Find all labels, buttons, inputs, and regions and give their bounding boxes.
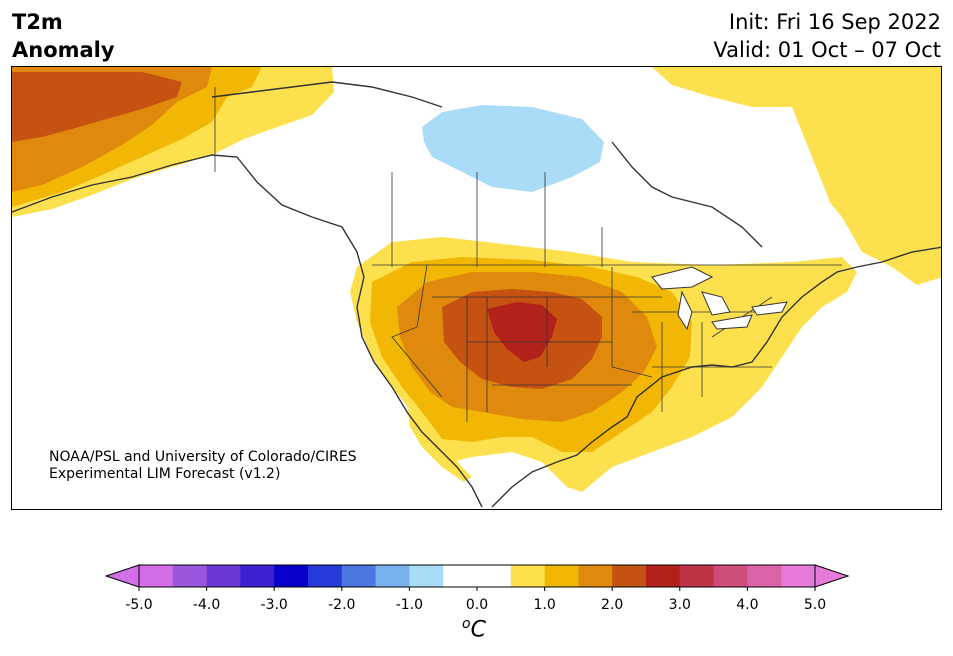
unit-letter: C bbox=[470, 617, 486, 643]
credit-line-1: NOAA/PSL and University of Colorado/CIRE… bbox=[49, 449, 357, 465]
colorbar-segment bbox=[612, 565, 647, 587]
colorbar-tick-label: -4.0 bbox=[192, 597, 221, 613]
colorbar-unit: oC bbox=[462, 616, 486, 642]
colorbar-segment bbox=[139, 565, 174, 587]
colorbar-segments bbox=[139, 565, 816, 587]
colorbar-tick-label: 0.0 bbox=[465, 597, 489, 613]
init-date: Init: Fri 16 Sep 2022 bbox=[728, 10, 941, 34]
hudson-cool1 bbox=[422, 105, 604, 192]
baja-warm1 bbox=[407, 407, 472, 482]
colorbar-segment bbox=[443, 565, 478, 587]
colorbar-tick-label: 5.0 bbox=[803, 597, 827, 613]
colorbar-tick-label: 1.0 bbox=[533, 597, 556, 613]
alaska-warm4 bbox=[12, 72, 182, 142]
newfoundland-white bbox=[712, 107, 832, 227]
colorbar-segment bbox=[308, 565, 343, 587]
colorbar-tick-label: -2.0 bbox=[328, 597, 356, 613]
credit-line-2: Experimental LIM Forecast (v1.2) bbox=[49, 466, 281, 482]
colorbar-segment bbox=[240, 565, 275, 587]
colorbar-segment bbox=[781, 565, 816, 587]
figure-title: T2m Anomaly bbox=[12, 8, 115, 64]
colorbar-tick-label: -1.0 bbox=[395, 597, 424, 613]
colorbar-ticks bbox=[138, 587, 816, 591]
colorbar-segment bbox=[172, 565, 208, 587]
colorbar-segment bbox=[646, 565, 681, 587]
colorbar-segment bbox=[510, 565, 546, 587]
forecast-dates: Init: Fri 16 Sep 2022 Valid: 01 Oct – 07… bbox=[713, 8, 941, 64]
colorbar-over-arrow bbox=[814, 564, 850, 588]
product-label: Anomaly bbox=[12, 38, 115, 62]
valid-range: Valid: 01 Oct – 07 Oct bbox=[713, 38, 941, 62]
colorbar-tick-label: 3.0 bbox=[668, 597, 691, 613]
colorbar-tick-label: -5.0 bbox=[125, 597, 153, 613]
colorbar-segment bbox=[578, 565, 613, 587]
us-warm5 bbox=[487, 302, 557, 362]
great-lakes bbox=[651, 266, 788, 331]
variable-label: T2m bbox=[12, 10, 63, 34]
credit-text: NOAA/PSL and University of Colorado/CIRE… bbox=[49, 449, 357, 483]
borders bbox=[214, 87, 842, 422]
colorbar-segment bbox=[341, 565, 377, 587]
colorbar-segment bbox=[747, 565, 782, 587]
colorbar-segment bbox=[713, 565, 748, 587]
colorbar-segment bbox=[544, 565, 579, 587]
colorbar-segment bbox=[375, 565, 410, 587]
map-canvas bbox=[12, 67, 941, 508]
colorbar-under-arrow bbox=[104, 564, 140, 588]
coastlines bbox=[12, 81, 941, 508]
degree-symbol: o bbox=[462, 616, 471, 632]
colorbar-segment bbox=[477, 565, 512, 587]
colorbar-segment bbox=[409, 565, 444, 587]
colorbar-segment bbox=[206, 565, 241, 587]
colorbar-tick-label: -3.0 bbox=[260, 597, 288, 613]
colorbar-tick-label: 4.0 bbox=[736, 597, 759, 613]
east-canada-warm1 bbox=[652, 67, 941, 285]
colorbar-tick-label: 2.0 bbox=[601, 597, 624, 613]
colorbar-segment bbox=[274, 565, 309, 587]
colorbar-segment bbox=[679, 565, 715, 587]
anomaly-map bbox=[11, 66, 942, 510]
